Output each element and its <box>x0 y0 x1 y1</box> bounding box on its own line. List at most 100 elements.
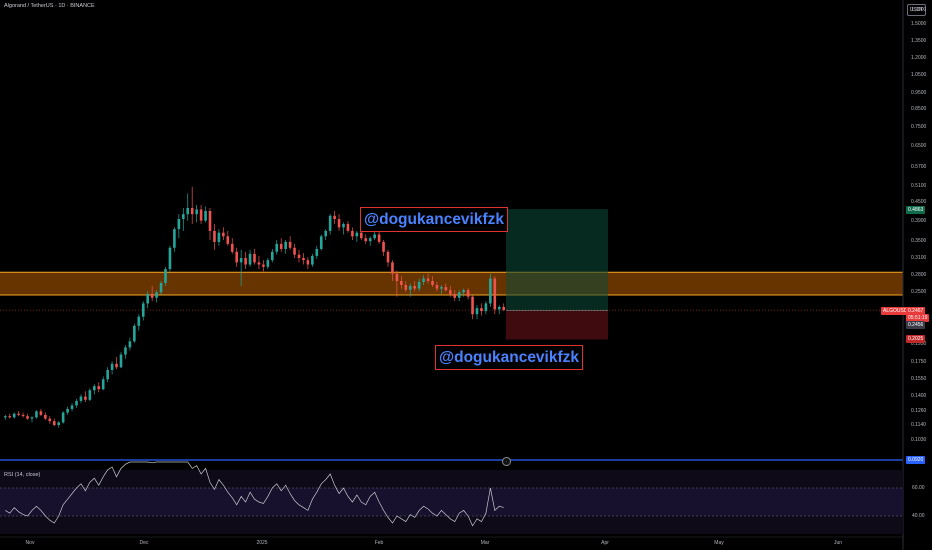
candle-body <box>164 269 167 283</box>
price-axis-label: 1.7000 <box>911 7 927 13</box>
candle-body <box>106 369 109 380</box>
candle-body <box>266 260 270 267</box>
rsi-line <box>5 461 504 527</box>
candle-body <box>351 230 354 237</box>
price-axis-label: 1.2000 <box>911 55 927 61</box>
candle-body <box>408 286 412 290</box>
candle-body <box>75 400 78 406</box>
candle-body <box>52 421 56 425</box>
candle-body <box>422 278 425 282</box>
candle-body <box>368 238 372 242</box>
candle-body <box>324 230 327 237</box>
candle-body <box>39 411 43 415</box>
candle-body <box>168 247 172 270</box>
candle-body <box>199 209 203 221</box>
candle-body <box>119 354 123 368</box>
time-axis-label: Feb <box>374 540 384 546</box>
candle-body <box>159 282 163 293</box>
price-axis-label: 0.5100 <box>911 183 927 189</box>
price-axis-label: 0.5700 <box>911 164 927 170</box>
candle-body <box>253 253 256 263</box>
symbol-title[interactable]: Algorand / TetherUS · 1D · BINANCE <box>4 3 95 9</box>
symbol-tag: ALGOUSDT <box>881 307 913 315</box>
watermark-bottom: @dogukancevikfzk <box>435 345 584 370</box>
candle-body <box>262 264 265 267</box>
candle-body <box>17 413 20 415</box>
candle-body <box>453 293 457 298</box>
candle-body <box>235 251 238 263</box>
entry-price-tag: 0.2456 <box>906 321 926 329</box>
candle-body <box>44 414 47 419</box>
candle-body <box>133 325 136 342</box>
candle-body <box>110 363 114 370</box>
candle-body <box>462 290 465 293</box>
candle-body <box>400 280 403 286</box>
candle-body <box>435 285 439 289</box>
candle-body <box>502 306 505 310</box>
candle-body <box>70 405 74 409</box>
candle-body <box>497 306 501 310</box>
candle-body <box>88 390 92 400</box>
price-axis-label: 0.1400 <box>911 393 927 399</box>
candle-body <box>30 417 34 419</box>
candle-body <box>382 241 385 252</box>
candle-body <box>271 251 274 261</box>
candle-body <box>471 296 474 315</box>
candle-body <box>302 258 305 261</box>
candle-body <box>484 303 488 312</box>
time-axis-label: Mar <box>480 540 490 546</box>
candle-body <box>404 285 408 290</box>
price-axis-label: 1.0500 <box>911 72 927 78</box>
candle-body <box>124 347 127 355</box>
candle-body <box>297 254 301 259</box>
candle-body <box>204 211 207 221</box>
time-axis-label: Apr <box>601 540 609 546</box>
candle-body <box>173 229 176 248</box>
candle-body <box>101 379 105 390</box>
candle-body <box>311 255 314 265</box>
candle-body <box>12 413 16 418</box>
time-axis-label: May <box>714 540 724 546</box>
candle-body <box>84 396 87 400</box>
candle-body <box>275 243 279 252</box>
candle-body <box>57 422 60 425</box>
time-axis-label: 2025 <box>256 540 268 546</box>
price-axis-label: 0.4500 <box>911 199 927 205</box>
candle-body <box>150 293 154 298</box>
price-axis-label: 0.7500 <box>911 124 927 130</box>
candle-body <box>342 223 345 228</box>
price-axis-label: 0.2500 <box>911 289 927 295</box>
candle-body <box>328 215 332 231</box>
stop-price-tag: 0.2025 <box>906 335 926 343</box>
rsi-title[interactable]: RSI (14, close) <box>4 472 41 478</box>
price-axis-label: 0.1260 <box>911 408 927 414</box>
rsi-level-60: 60.00 <box>912 485 925 491</box>
candle-body <box>21 414 25 417</box>
candle-body <box>284 241 287 249</box>
candle-body <box>248 253 252 265</box>
candle-body <box>226 236 230 244</box>
candle-body <box>190 207 194 215</box>
time-axis-label: Nov <box>25 540 35 546</box>
alert-marker-icon[interactable]: ◦ <box>502 457 511 466</box>
price-axis-label: 0.1550 <box>911 376 927 382</box>
currency-button[interactable]: USDT <box>907 4 926 16</box>
price-axis-label: 0.1750 <box>911 359 927 365</box>
candle-body <box>395 273 399 281</box>
candle-body <box>239 258 243 263</box>
candle-body <box>315 248 319 256</box>
candle-body <box>97 386 101 390</box>
candle-body <box>213 230 216 242</box>
price-axis-label: 0.8500 <box>911 106 927 112</box>
candle-body <box>373 234 376 239</box>
candle-body <box>457 292 461 298</box>
candle-body <box>293 247 296 255</box>
time-axis-label: Jun <box>833 540 843 546</box>
target-price-tag: 0.4863 <box>906 206 926 214</box>
price-axis-label: 0.6500 <box>911 143 927 149</box>
candle-body <box>8 416 12 418</box>
candle-body <box>230 243 234 252</box>
candle-body <box>377 234 381 242</box>
price-axis-label: 0.3500 <box>911 238 927 244</box>
